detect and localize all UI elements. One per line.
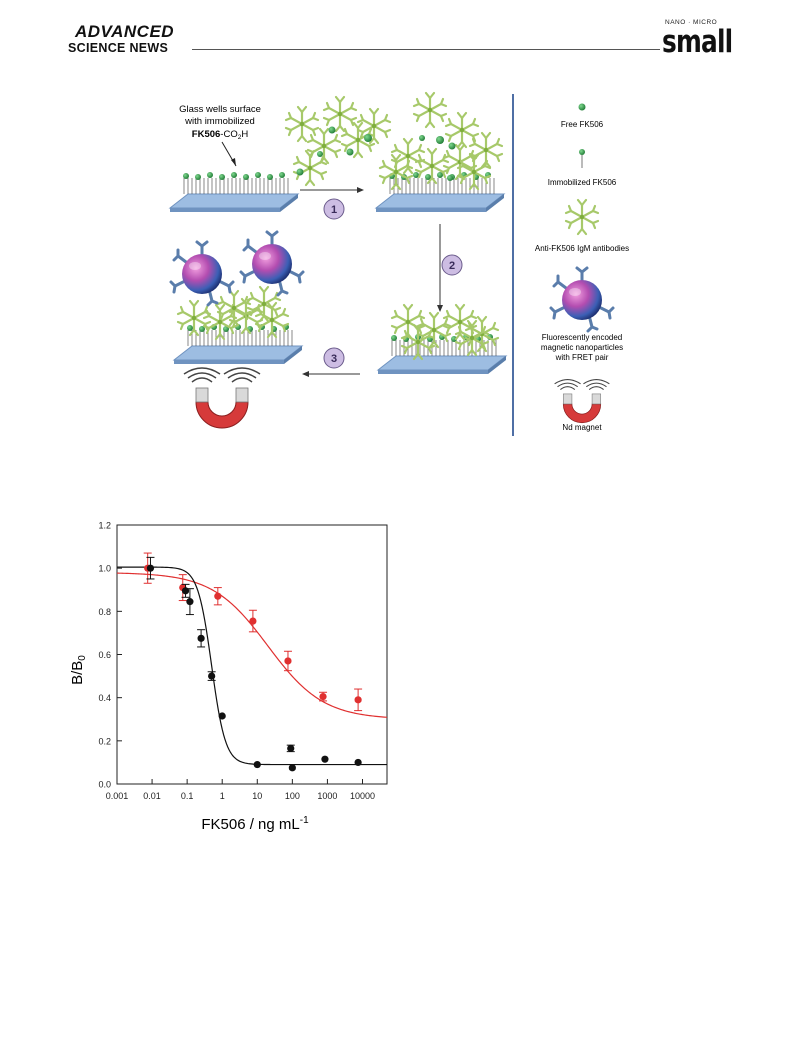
y-tick-label: 0.4	[98, 693, 111, 703]
publisher-name-line1: ADVANCED	[75, 22, 175, 41]
panel-d-slide	[377, 333, 507, 375]
data-point-series-0	[319, 692, 327, 701]
x-tick-label: 1000	[317, 791, 337, 801]
svg-text:2: 2	[449, 260, 455, 272]
legend-immobilized-fk506: Immobilized FK506	[548, 178, 617, 187]
x-tick-label: 0.001	[106, 791, 129, 801]
legend-nd-magnet: Nd magnet	[562, 423, 602, 432]
plot-data-points	[143, 552, 363, 772]
data-point-series-1	[253, 760, 261, 769]
competition-curve-chart: 0.001 0.01 0.1 1 10 100 1000 10000 0.0 0.2 0.4 0.6 0…	[69, 521, 388, 833]
magnet-icon	[554, 378, 610, 424]
y-axis-label: B/B0	[69, 655, 88, 685]
x-tick-label: 0.1	[181, 791, 194, 801]
data-point-series-1	[218, 712, 226, 720]
data-point-series-0	[249, 617, 257, 625]
legend-nanoparticle-line2: magnetic nanoparticles	[541, 343, 623, 352]
assay-schematic: Glass wells surface with immobilized FK5…	[169, 91, 629, 436]
igm-antibody-icon	[564, 198, 600, 236]
data-point-series-1	[354, 758, 362, 767]
data-point-series-1	[146, 564, 155, 572]
x-axis-label: FK506 / ng mL-1	[201, 815, 309, 833]
step-1-badge: 1	[323, 198, 345, 220]
surface-label-compound: FK506-CO2H	[192, 129, 249, 141]
panel-e-magnet	[183, 367, 261, 429]
free-fk506-icon	[578, 103, 586, 111]
plot-fit-curves	[116, 566, 388, 766]
panel-a-slide	[169, 171, 299, 213]
surface-label-line2: with immobilized	[184, 116, 255, 127]
x-tick-label: 1	[220, 791, 225, 801]
legend-nanoparticle-line1: Fluorescently encoded	[542, 333, 623, 342]
step-3-badge: 3	[323, 347, 345, 369]
step-2-badge: 2	[441, 254, 463, 276]
fit-curve-series-0	[116, 572, 388, 718]
svg-text:3: 3	[331, 353, 337, 365]
legend-nanoparticle-line3: with FRET pair	[555, 353, 609, 362]
x-tick-label: 0.01	[143, 791, 161, 801]
data-point-series-1	[186, 598, 194, 606]
nanoparticle-icon	[549, 266, 615, 333]
x-tick-label: 10	[252, 791, 262, 801]
data-point-series-1	[321, 755, 329, 763]
panel-c-antibodies	[378, 91, 504, 191]
x-tick-label: 10000	[350, 791, 375, 801]
legend-igm-antibodies: Anti-FK506 IgM antibodies	[535, 244, 629, 253]
y-tick-label: 0.8	[98, 607, 111, 617]
journal-header: ADVANCED SCIENCE NEWS NANO · MICRO small	[0, 0, 793, 60]
y-tick-label: 1.2	[98, 521, 111, 531]
header-rule	[192, 49, 660, 50]
data-point-series-0	[214, 592, 222, 600]
y-tick-label: 0.6	[98, 650, 111, 660]
immobilized-fk506-icon	[579, 149, 585, 168]
y-tick-label: 0.2	[98, 736, 111, 746]
publisher-name-line2: SCIENCE NEWS	[68, 41, 169, 55]
y-tick-label: 0.0	[98, 780, 111, 790]
y-tick-label: 1.0	[98, 564, 111, 574]
plot-frame	[116, 524, 388, 785]
x-tick-label: 100	[285, 791, 300, 801]
journal-logo: small	[662, 24, 733, 60]
panel-e-nanoparticles	[169, 230, 305, 307]
data-point-series-1	[197, 634, 205, 642]
panel-b-antibodies	[284, 95, 392, 187]
data-point-series-1	[208, 672, 216, 680]
data-point-series-1	[288, 764, 296, 772]
surface-label-line1: Glass wells surface	[179, 104, 261, 115]
data-point-series-1	[287, 744, 295, 752]
plot-axes: 0.001 0.01 0.1 1 10 100 1000 10000 0.0 0.2 0.4 0.6 0…	[98, 521, 388, 801]
legend: Free FK506 Immobilized FK506 Anti-FK506 …	[535, 103, 629, 432]
fit-curve-series-1	[117, 566, 387, 766]
legend-free-fk506: Free FK506	[561, 120, 604, 129]
journal-prefix: NANO · MICRO	[665, 19, 718, 26]
panel-e-antibodies	[176, 285, 290, 341]
data-point-series-0	[284, 657, 292, 665]
data-point-series-0	[354, 696, 362, 704]
svg-text:1: 1	[331, 204, 337, 216]
